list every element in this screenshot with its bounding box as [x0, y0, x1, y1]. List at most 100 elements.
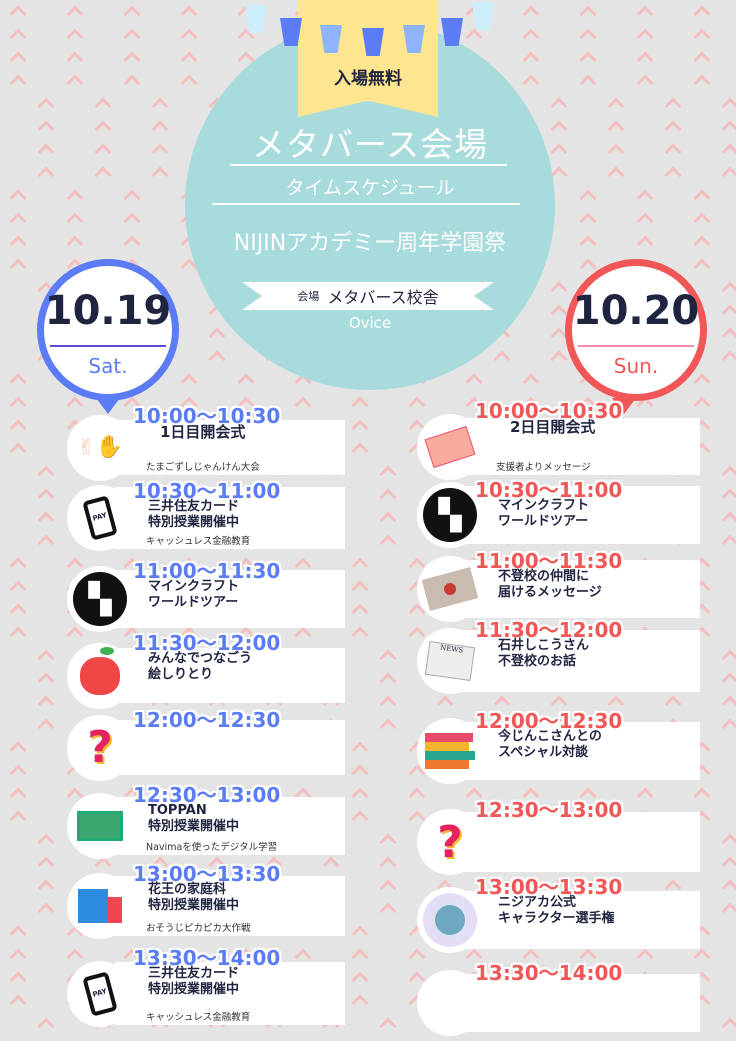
day2-badge-pointer	[612, 398, 636, 414]
day1-item-subtitle: キャッシュレス金融教育	[146, 536, 251, 547]
bunting-flag	[245, 5, 267, 33]
chevron-mark	[294, 626, 312, 644]
chevron-mark	[522, 373, 540, 391]
day2-schedule-item[interactable]	[460, 630, 700, 692]
day2-date-badge: 10.20 Sun.	[565, 259, 707, 401]
day2-schedule-item[interactable]	[460, 974, 700, 1032]
chevron-mark	[550, 120, 568, 138]
day2-item-time: 10:30〜11:00	[475, 478, 623, 502]
chevron-mark	[37, 856, 55, 874]
day2-item-time: 11:00〜11:30	[475, 549, 623, 573]
chevron-mark	[123, 212, 141, 230]
chevron-mark	[636, 235, 654, 253]
chevron-mark	[180, 5, 198, 23]
apple-icon	[67, 642, 133, 709]
chevron-mark	[66, 5, 84, 23]
chevron-mark	[37, 511, 55, 529]
day2-item-title: 届けるメッセージ	[498, 585, 602, 600]
question-mark-icon: ?	[67, 714, 133, 781]
day1-item-title: 花王の家庭科	[148, 882, 227, 897]
bunting-flag	[441, 18, 463, 46]
chevron-mark	[636, 948, 654, 966]
chevron-mark	[37, 166, 55, 184]
creeper-icon: ▚	[67, 566, 133, 632]
chevron-mark	[9, 810, 27, 828]
chevron-mark	[66, 626, 84, 644]
chevron-mark	[522, 51, 540, 69]
chevron-mark	[9, 212, 27, 230]
chevron-mark	[721, 511, 736, 529]
chevron-mark	[9, 419, 27, 437]
day1-schedule-item[interactable]	[115, 487, 345, 549]
day2-schedule-item[interactable]	[460, 418, 700, 475]
chevron-mark	[294, 396, 312, 414]
sealed-letter-icon	[417, 556, 483, 622]
chevron-mark	[579, 28, 597, 46]
chevron-mark	[9, 74, 27, 92]
chevron-mark	[180, 51, 198, 69]
chevron-mark	[37, 143, 55, 161]
chevron-mark	[9, 51, 27, 69]
day2-schedule-item[interactable]	[460, 722, 700, 780]
day1-schedule-item[interactable]	[115, 720, 345, 775]
day2-item-title: 不登校の仲間に	[498, 569, 590, 584]
chevron-mark	[9, 5, 27, 23]
admission-banner	[298, 0, 438, 117]
chevron-mark	[351, 603, 369, 621]
day2-schedule-item[interactable]	[460, 812, 700, 872]
chevron-mark	[636, 28, 654, 46]
day1-schedule-item[interactable]	[115, 648, 345, 703]
chevron-mark	[123, 28, 141, 46]
chevron-mark	[721, 120, 736, 138]
day1-schedule-item[interactable]	[115, 797, 345, 855]
blank-icon	[417, 970, 483, 1036]
festival-name: NIJINアカデミー周年学園祭	[233, 231, 507, 256]
chevron-mark	[94, 856, 112, 874]
day2-schedule-item[interactable]	[460, 486, 700, 544]
chevron-mark	[351, 580, 369, 598]
chevron-mark	[579, 74, 597, 92]
day1-item-title: 特別授業開催中	[148, 819, 240, 834]
chevron-mark	[180, 74, 198, 92]
chevron-mark	[94, 120, 112, 138]
chevron-mark	[123, 74, 141, 92]
chevron-mark	[379, 672, 397, 690]
envelope-icon	[417, 413, 483, 480]
day1-item-time: 11:30〜12:00	[133, 631, 281, 655]
chevron-mark	[123, 189, 141, 207]
rock-paper-scissors-hands-icon: ✌✋	[67, 414, 133, 481]
chevron-mark	[9, 925, 27, 943]
chevron-mark	[465, 28, 483, 46]
venue-label: 会場	[297, 290, 320, 303]
chevron-mark	[37, 902, 55, 920]
chevron-mark	[522, 74, 540, 92]
chevron-mark	[37, 488, 55, 506]
chevron-mark	[721, 350, 736, 368]
chevron-mark	[151, 120, 169, 138]
day1-item-title: 特別授業開催中	[148, 515, 240, 530]
chevron-mark	[693, 51, 711, 69]
day2-schedule-item[interactable]	[460, 560, 700, 618]
chevron-mark	[37, 718, 55, 736]
chevron-mark	[379, 534, 397, 552]
day2-weekday: Sun.	[613, 354, 659, 378]
chevron-mark	[123, 5, 141, 23]
chevron-mark	[37, 120, 55, 138]
books-icon	[417, 718, 483, 784]
day1-schedule-item[interactable]	[115, 570, 345, 628]
day1-schedule-item[interactable]	[115, 876, 345, 936]
chevron-mark	[693, 212, 711, 230]
chevron-mark	[9, 603, 27, 621]
day1-schedule-item[interactable]	[115, 420, 345, 475]
day1-schedule-item[interactable]	[115, 962, 345, 1025]
page-subtitle: タイムスケジュール	[285, 177, 455, 199]
chevron-mark	[465, 373, 483, 391]
cleaning-supplies-icon	[67, 873, 133, 939]
chevron-mark	[408, 787, 426, 805]
chevron-mark	[579, 5, 597, 23]
chevron-mark	[237, 373, 255, 391]
chevron-mark	[66, 396, 84, 414]
day2-schedule-item[interactable]	[460, 891, 700, 949]
divider	[230, 164, 507, 166]
page-title: メタバース会場	[251, 125, 489, 164]
